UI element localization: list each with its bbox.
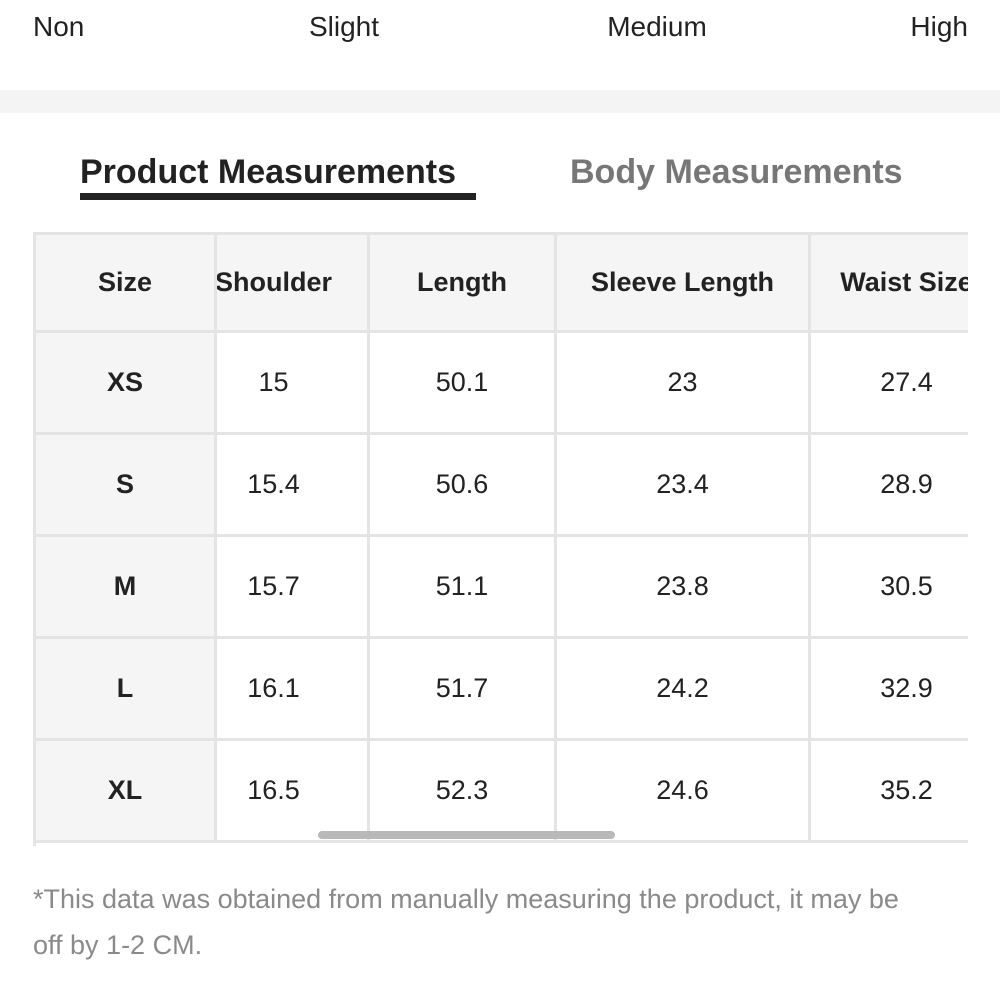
size-cell: XL (36, 741, 217, 843)
cell-text: M (113, 571, 137, 601)
table-cell: 16.5 (217, 741, 370, 843)
cell-text: 32.9 (880, 673, 933, 703)
cell-text: Sleeve Length (590, 267, 775, 297)
cell-text: Length (417, 267, 507, 297)
cell-text: XL (107, 775, 143, 805)
cell-text: 35.2 (880, 775, 933, 805)
table-cell: 28.9 (811, 435, 968, 537)
tab[interactable]: Body Measurements (570, 153, 903, 191)
table-cell: 15.4 (217, 435, 370, 537)
stretch-label: Medium (607, 11, 707, 42)
cell-text: 15.4 (247, 469, 300, 499)
table-cell: 15 (217, 333, 370, 435)
cell-text: 24.6 (656, 775, 709, 805)
table-cell: 27.4 (811, 333, 968, 435)
cell-text: Size (97, 267, 153, 297)
table-cell: 23.4 (557, 435, 811, 537)
header-cell: Sleeve Length (557, 235, 811, 333)
table-scroll-area[interactable]: Shoulder Length Sleeve Length Waist Size 15 5… (217, 232, 968, 846)
table-cell: 30.5 (811, 537, 968, 639)
table-cell: 24.2 (557, 639, 811, 741)
cell-text: 50.1 (435, 367, 489, 397)
scrollbar (318, 831, 615, 839)
footnote: *This data was obtained from manually me… (33, 884, 899, 960)
cell-text: 23 (667, 367, 698, 397)
stretch-label: Slight (308, 11, 380, 42)
cell-text: 23.4 (656, 469, 709, 499)
cell-text: L (116, 673, 134, 703)
cell-text: 23.8 (656, 571, 709, 601)
cell-text: 51.1 (435, 571, 489, 601)
table-cell: 50.6 (370, 435, 557, 537)
cell-text: 16.5 (247, 775, 300, 805)
size-cell: L (36, 639, 217, 741)
cell-text: 15 (258, 367, 289, 397)
cell-text: XS (106, 367, 144, 397)
cell-text: 30.5 (880, 571, 933, 601)
table-cell: 24.6 (557, 741, 811, 843)
stretch-label: Non (33, 11, 85, 42)
table-cell: 23 (557, 333, 811, 435)
table-cell: 32.9 (811, 639, 968, 741)
table-fixed-column: Size XS S M L XL (33, 232, 217, 846)
header-cell: Length (370, 235, 557, 333)
size-cell: M (36, 537, 217, 639)
table-cell: 35.2 (811, 741, 968, 843)
table-cell: 16.1 (217, 639, 370, 741)
header-cell: Size (36, 235, 217, 333)
table-cell: 15.7 (217, 537, 370, 639)
cell-text: 50.6 (435, 469, 489, 499)
tab-active[interactable]: Product Measurements (80, 153, 456, 191)
cell-text: 51.7 (435, 673, 489, 703)
cell-text: S (115, 469, 134, 499)
table-cell: 51.7 (370, 639, 557, 741)
cell-text: 15.7 (247, 571, 300, 601)
table-cell: 51.1 (370, 537, 557, 639)
cell-text: 27.4 (880, 367, 933, 397)
table-cell: 23.8 (557, 537, 811, 639)
cell-text: 28.9 (880, 469, 933, 499)
cell-text: Waist Size (840, 267, 968, 297)
header-cell: Waist Size (811, 235, 968, 333)
stretch-label: High (910, 11, 968, 42)
divider-band (0, 90, 1000, 113)
tab-underline (80, 193, 476, 200)
cell-text: 16.1 (247, 673, 300, 703)
size-cell: S (36, 435, 217, 537)
cell-text: 52.3 (435, 775, 489, 805)
table-cell: 50.1 (370, 333, 557, 435)
size-cell: XS (36, 333, 217, 435)
cell-text: 24.2 (656, 673, 709, 703)
cell-text: Shoulder (217, 267, 332, 297)
header-cell: Shoulder (217, 235, 370, 333)
table-cell: 52.3 (370, 741, 557, 843)
